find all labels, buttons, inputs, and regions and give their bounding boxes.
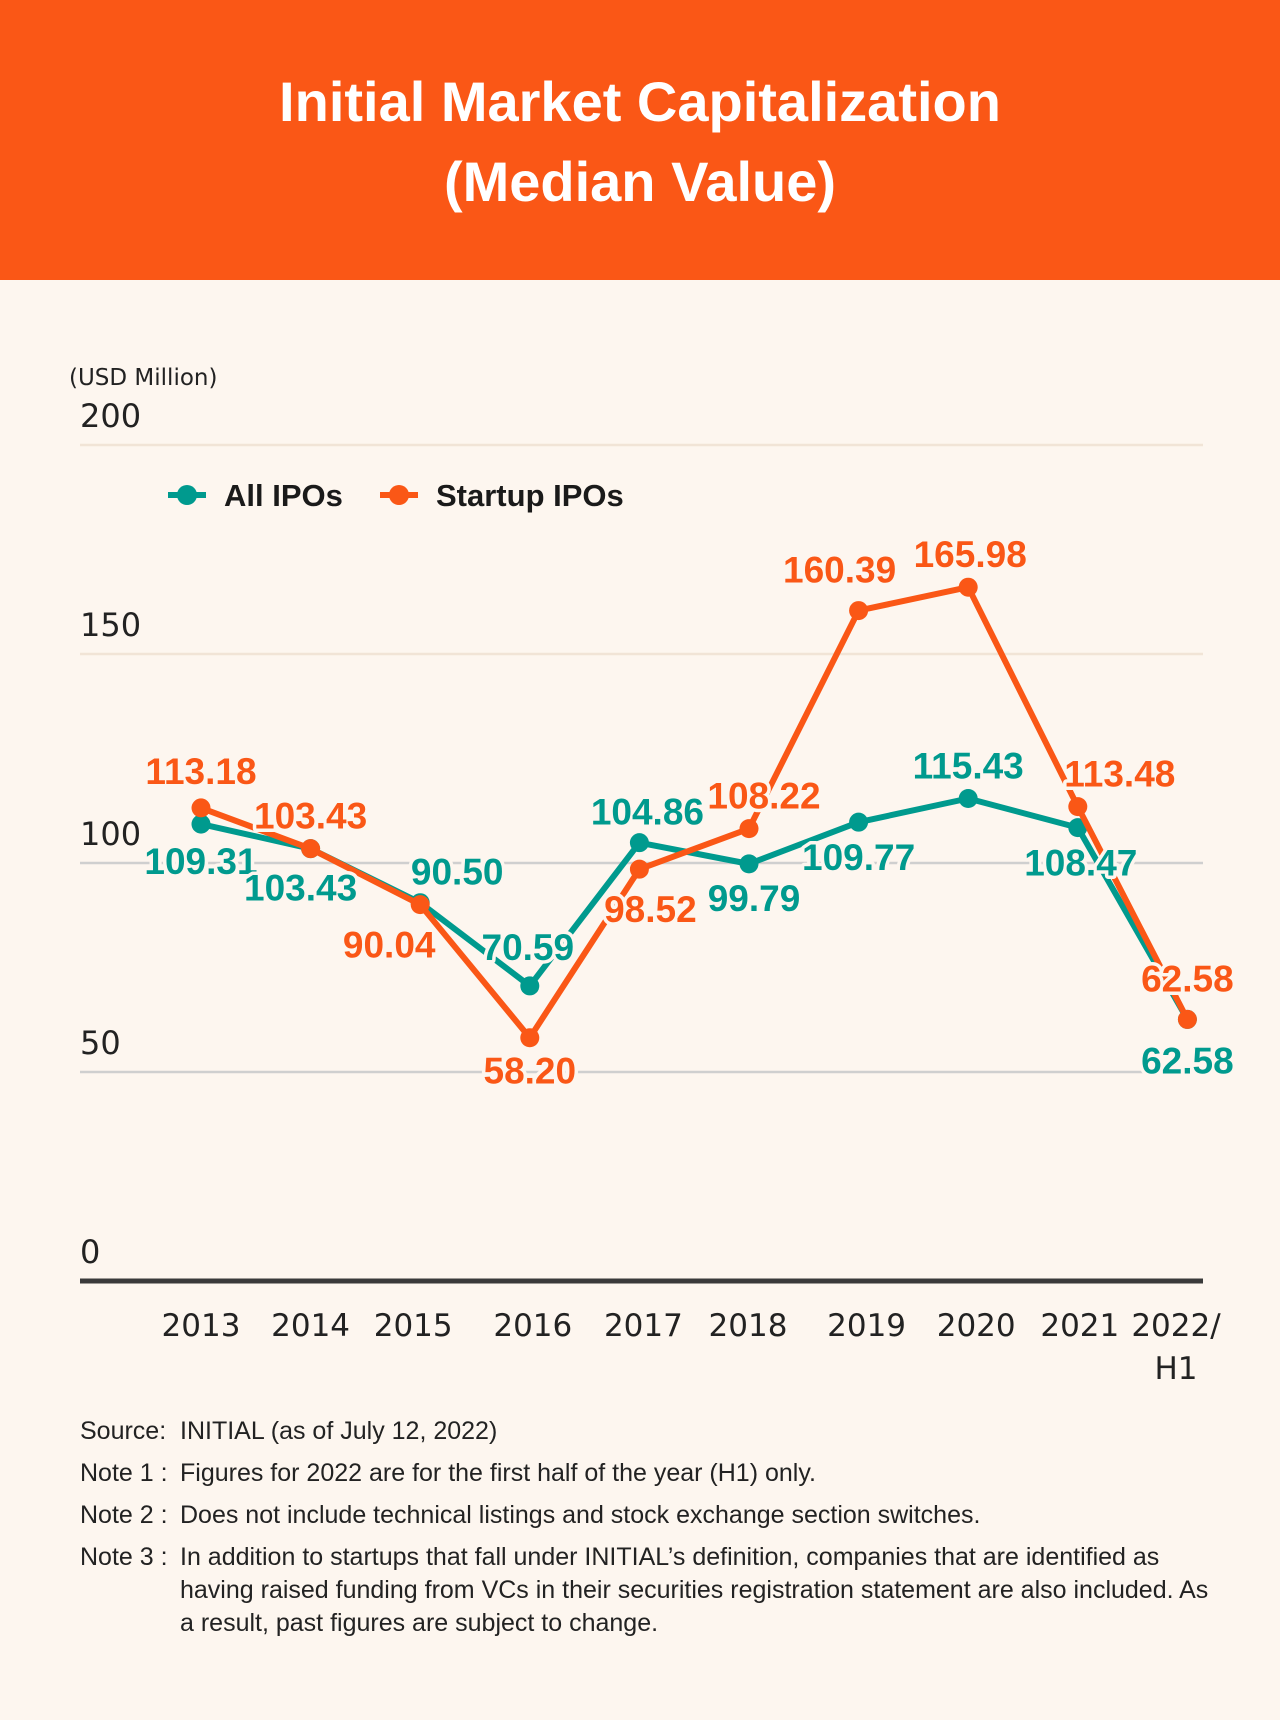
data-label-all-ipos: 109.77 — [802, 837, 915, 878]
legend-marker-startup-ipos — [389, 485, 409, 505]
data-point-all-ipos — [520, 976, 540, 996]
y-tick-label: 100 — [80, 815, 141, 853]
data-label-startup-ipos: 113.18 — [145, 751, 256, 792]
note-text: INITIAL (as of July 12, 2022) — [180, 1417, 498, 1445]
data-label-all-ipos: 103.43 — [244, 868, 357, 909]
data-label-all-ipos: 115.43 — [913, 746, 1024, 787]
gridlines — [80, 443, 1203, 1074]
data-point-startup-ipos — [958, 577, 978, 597]
chart-title-line2: (Median Value) — [443, 150, 837, 213]
data-label-startup-ipos: 103.43 — [254, 796, 367, 837]
note-1: Note 1 : Figures for 2022 are for the fi… — [80, 1457, 1220, 1490]
note-key: Source: — [80, 1417, 167, 1445]
note-2: Note 2 : Does not include technical list… — [80, 1499, 1220, 1532]
y-axis-ticks: 0 50 100 150 200 — [80, 397, 141, 1271]
x-tick-label: 2017 — [604, 1308, 683, 1344]
data-point-startup-ipos — [1177, 1009, 1197, 1029]
note-text: Does not include technical listings and … — [180, 1501, 981, 1529]
x-tick-label: 2015 — [374, 1308, 453, 1344]
data-point-all-ipos — [739, 854, 759, 874]
data-label-all-ipos: 109.31 — [144, 841, 257, 882]
series-lines — [191, 577, 1197, 1048]
data-point-startup-ipos — [849, 601, 869, 621]
data-point-all-ipos — [191, 814, 211, 834]
header-banner: Initial Market Capitalization (Median Va… — [0, 0, 1280, 280]
data-point-startup-ipos — [739, 819, 759, 839]
data-label-startup-ipos: 58.20 — [484, 1051, 577, 1092]
data-label-all-ipos: 90.50 — [411, 852, 504, 893]
x-tick-label: 2018 — [709, 1308, 788, 1344]
data-point-startup-ipos — [629, 859, 649, 879]
data-label-startup-ipos: 108.22 — [707, 776, 820, 817]
data-point-startup-ipos — [191, 798, 211, 818]
data-label-startup-ipos: 98.52 — [604, 889, 697, 930]
data-point-startup-ipos — [520, 1028, 540, 1048]
y-tick-label: 50 — [80, 1024, 121, 1062]
source-note: Source: INITIAL (as of July 12, 2022) — [80, 1415, 1220, 1448]
data-label-all-ipos: 104.86 — [591, 792, 704, 833]
data-label-all-ipos: 70.59 — [482, 927, 575, 968]
series-line-startup-ipos — [199, 584, 1191, 1041]
data-point-all-ipos — [958, 789, 978, 809]
y-tick-label: 200 — [80, 397, 141, 435]
y-tick-label: 0 — [80, 1233, 100, 1271]
data-label-startup-ipos: 90.04 — [343, 925, 436, 966]
data-label-all-ipos: 99.79 — [708, 878, 801, 919]
notes-section: Source: INITIAL (as of July 12, 2022) No… — [80, 1415, 1220, 1649]
x-tick-label: 2022/H1 — [1131, 1308, 1221, 1387]
data-point-startup-ipos — [301, 839, 321, 859]
legend-label-all-ipos: All IPOs — [224, 478, 343, 513]
data-point-startup-ipos — [410, 895, 430, 915]
data-point-all-ipos — [1068, 818, 1088, 838]
data-point-all-ipos — [849, 812, 869, 832]
data-label-all-ipos: 108.47 — [1024, 843, 1137, 884]
y-axis-unit-label: (USD Million) — [69, 365, 217, 391]
data-label-startup-ipos: 62.58 — [1141, 958, 1234, 999]
x-tick-label: 2019 — [827, 1308, 906, 1344]
x-tick-label: 2021 — [1040, 1308, 1119, 1344]
x-tick-label: 2016 — [493, 1308, 572, 1344]
note-key: Note 1 : — [80, 1459, 168, 1487]
x-axis: 2013 2014 2015 2016 2017 2018 2019 2020 2021 2022… — [80, 1278, 1221, 1387]
data-label-startup-ipos: 165.98 — [914, 534, 1027, 575]
data-label-startup-ipos: 160.39 — [783, 550, 896, 591]
note-text: Figures for 2022 are for the first half … — [180, 1459, 816, 1487]
note-key: Note 2 : — [80, 1501, 168, 1529]
x-tick-label: 2013 — [162, 1308, 241, 1344]
data-point-all-ipos — [629, 833, 649, 853]
chart-title-line1: Initial Market Capitalization — [279, 70, 1001, 133]
legend-label-startup-ipos: Startup IPOs — [436, 478, 624, 513]
legend-marker-all-ipos — [177, 485, 197, 505]
y-tick-label: 150 — [80, 606, 141, 644]
note-text: In addition to startups that fall under … — [180, 1543, 1209, 1637]
data-point-startup-ipos — [1068, 797, 1088, 817]
data-label-startup-ipos: 113.48 — [1064, 754, 1175, 795]
legend: All IPOs Startup IPOs — [168, 478, 624, 513]
x-tick-label: 2014 — [271, 1308, 350, 1344]
data-label-all-ipos: 62.58 — [1141, 1040, 1234, 1081]
x-tick-label: 2020 — [937, 1308, 1016, 1344]
note-key: Note 3 : — [80, 1543, 168, 1571]
note-3: Note 3 : In addition to startups that fa… — [80, 1541, 1220, 1640]
